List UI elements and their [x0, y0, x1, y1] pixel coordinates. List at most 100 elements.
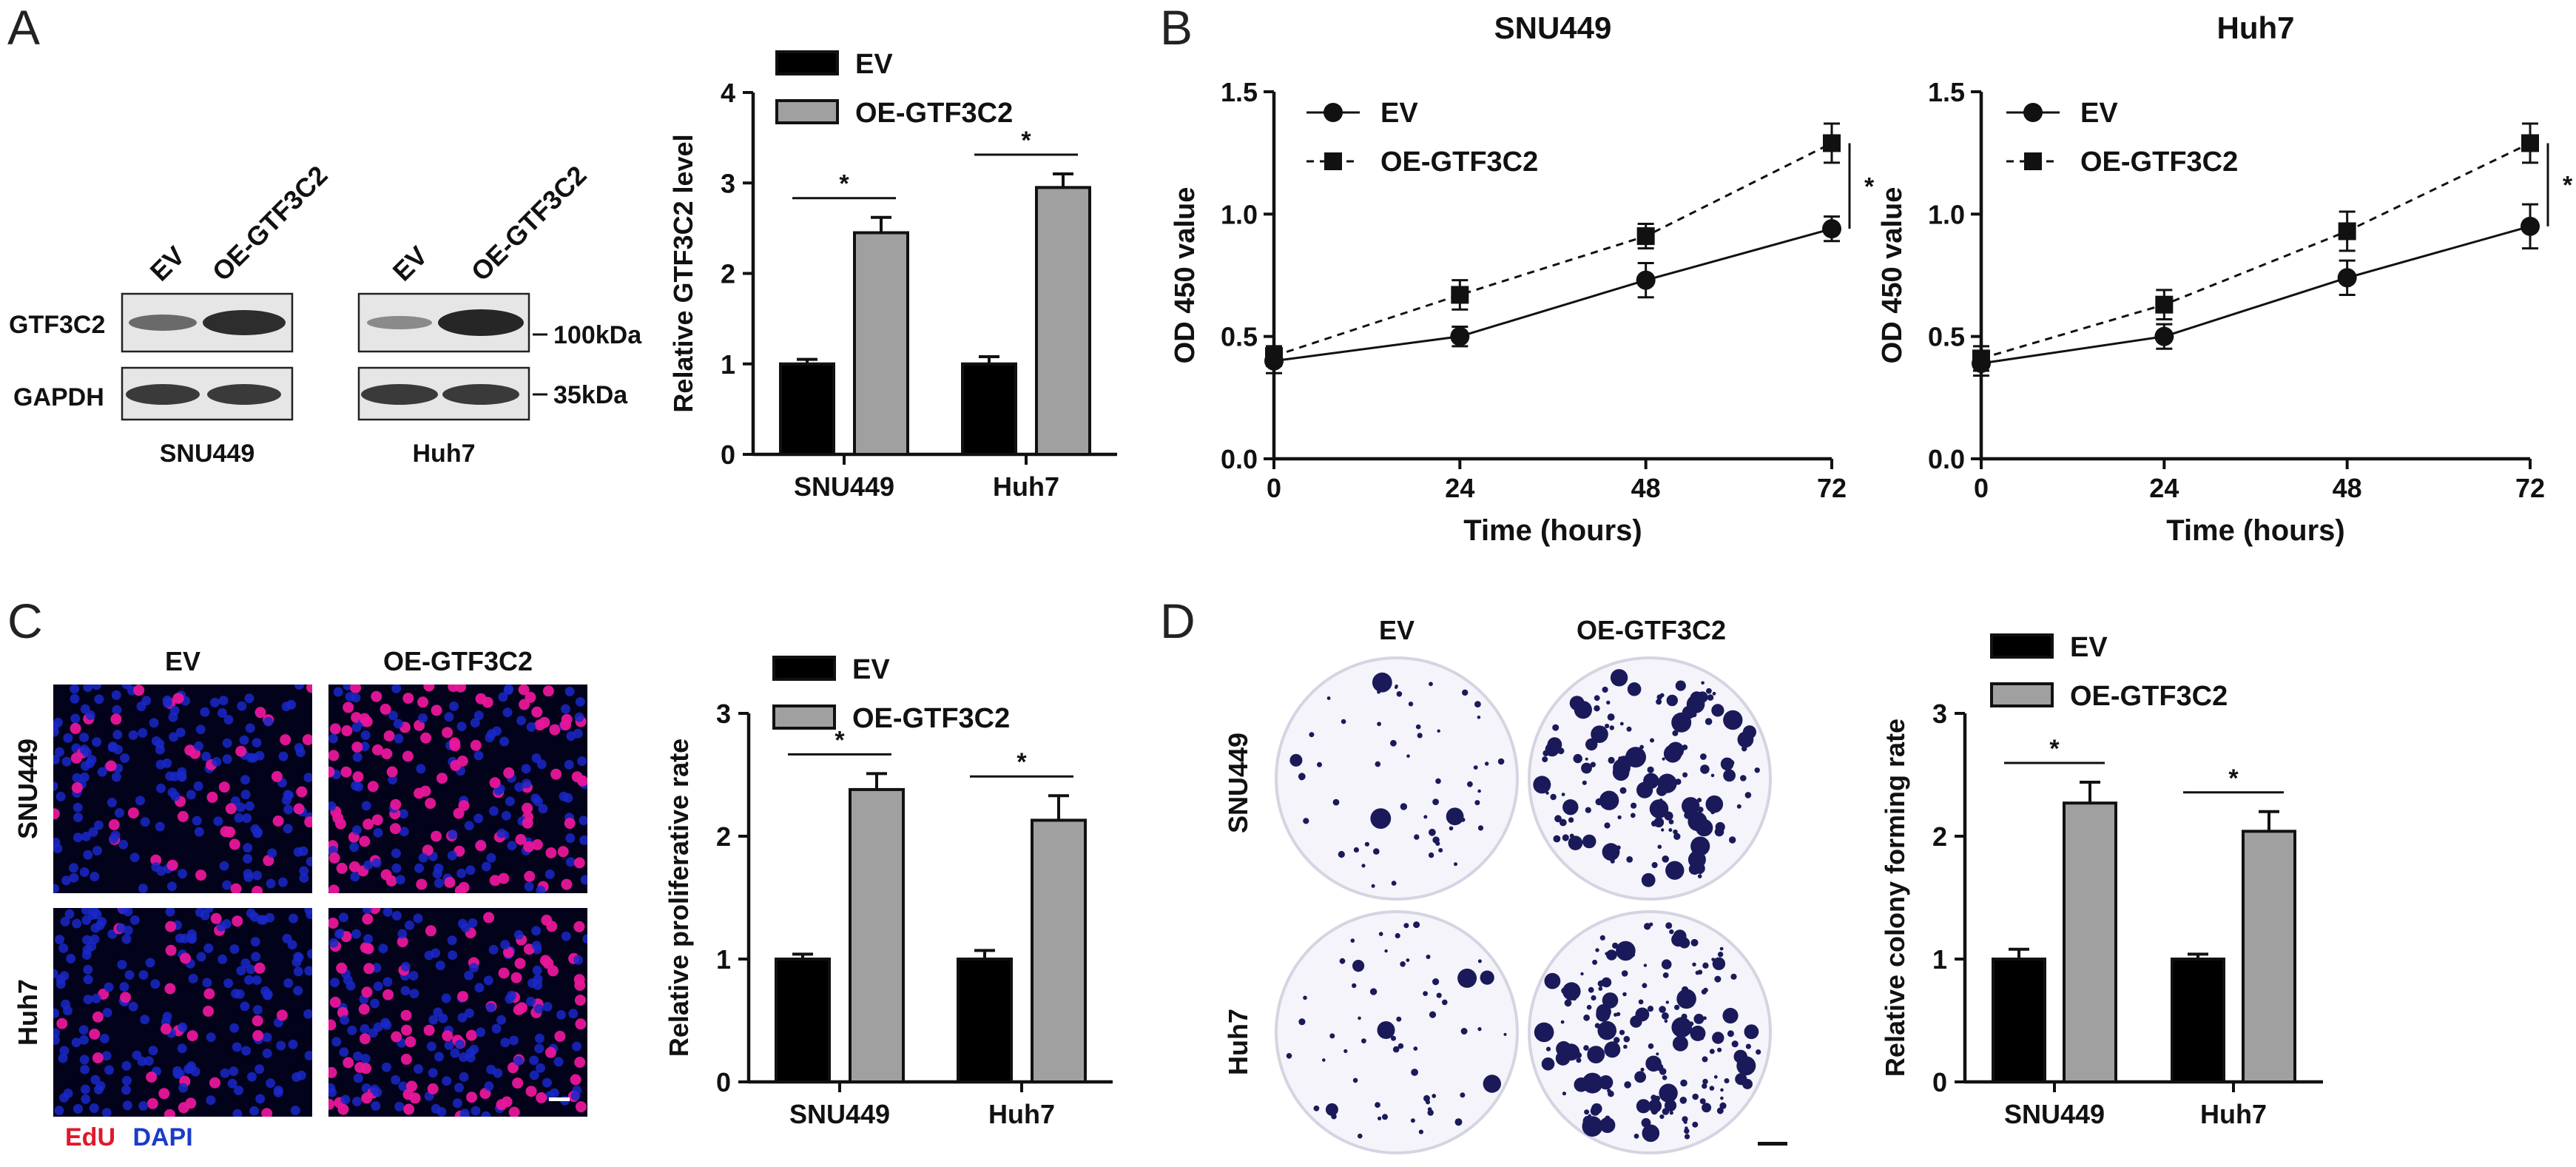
edu-positive-nucleus [328, 1019, 337, 1031]
dapi-nucleus [564, 687, 575, 696]
colony [1352, 1077, 1358, 1083]
edu-positive-nucleus [92, 1011, 104, 1023]
dapi-nucleus [72, 773, 82, 783]
colony [1503, 1032, 1507, 1036]
colony [1564, 999, 1572, 1007]
colony [1730, 973, 1737, 980]
dapi-nucleus [195, 724, 206, 735]
dapi-nucleus [193, 781, 203, 791]
edu-positive-nucleus [514, 958, 526, 969]
dapi-nucleus [252, 1005, 263, 1015]
colony [1733, 1049, 1747, 1064]
colony [1673, 833, 1681, 841]
dapi-nucleus [524, 881, 534, 892]
dapi-nucleus [104, 982, 114, 992]
dapi-nucleus [522, 778, 532, 789]
y-tick-label: 1.0 [1221, 199, 1258, 229]
x-tick-label: 48 [2333, 473, 2362, 503]
edu-positive-nucleus [575, 1018, 587, 1030]
edu-positive-nucleus [503, 767, 515, 778]
y-tick-label: 1 [1932, 944, 1947, 975]
dapi-nucleus [266, 1078, 276, 1089]
dapi-nucleus [493, 1068, 503, 1078]
colony [1403, 923, 1409, 929]
dapi-nucleus [489, 806, 499, 816]
dapi-nucleus [122, 1100, 132, 1111]
edu-positive-nucleus [570, 1074, 581, 1086]
dapi-nucleus [69, 863, 78, 873]
edu-positive-nucleus [203, 988, 215, 1000]
colony [1682, 772, 1688, 778]
dapi-nucleus [291, 957, 302, 967]
colony [1594, 705, 1600, 712]
edu-positive-nucleus [545, 847, 557, 858]
edu-positive-nucleus [539, 955, 551, 966]
dapi-nucleus [496, 1015, 507, 1025]
colony [1609, 725, 1614, 730]
colony [1617, 815, 1622, 820]
dapi-nucleus [90, 1074, 101, 1085]
colony [1562, 1092, 1566, 1096]
edu-positive-nucleus [550, 768, 562, 780]
dapi-nucleus [353, 781, 363, 792]
dapi-nucleus [206, 1032, 216, 1043]
edu-positive-nucleus [328, 884, 340, 893]
colony [1595, 948, 1599, 952]
dapi-nucleus [398, 1081, 408, 1092]
colony [1739, 733, 1743, 737]
colony [1569, 696, 1585, 711]
colony [1586, 1004, 1592, 1010]
dapi-nucleus [178, 1022, 188, 1032]
dapi-nucleus [441, 993, 451, 1003]
colony-plate [1528, 910, 1772, 1154]
dapi-nucleus [388, 710, 398, 721]
edu-positive-nucleus [510, 972, 522, 983]
legend-label: OE-GTF3C2 [2070, 681, 2228, 712]
colony [1699, 1098, 1706, 1105]
colony [1682, 744, 1688, 750]
dapi-nucleus [232, 1042, 242, 1052]
dapi-nucleus [428, 1068, 438, 1078]
colony [1614, 1012, 1618, 1017]
dapi-nucleus [232, 1109, 243, 1117]
colony [1392, 1046, 1400, 1053]
colony [1554, 815, 1562, 823]
colony [1427, 1109, 1434, 1116]
colony [1396, 1016, 1402, 1022]
x-tick-label: Huh7 [988, 1099, 1055, 1129]
significance-star: * [839, 170, 849, 198]
marker-100kda: 100kDa [553, 321, 642, 349]
dapi-nucleus [534, 1033, 544, 1043]
significance-star: * [1021, 127, 1031, 155]
dapi-nucleus [227, 1078, 237, 1089]
dapi-nucleus [371, 1101, 381, 1111]
dapi-nucleus [140, 817, 150, 827]
edu-positive-nucleus [518, 685, 530, 696]
dapi-nucleus [150, 979, 161, 989]
dapi-nucleus [138, 970, 149, 980]
dapi-nucleus [534, 1043, 544, 1054]
blot-lane-ev-2: EV [387, 241, 434, 287]
colony [1684, 1128, 1690, 1134]
colony [1664, 1019, 1668, 1023]
edu-positive-nucleus [206, 791, 218, 803]
dapi-nucleus [456, 722, 467, 732]
y-tick-label: 2 [721, 259, 735, 289]
colony [1350, 938, 1355, 943]
dapi-nucleus [373, 1022, 383, 1032]
dapi-nucleus [120, 753, 130, 763]
colony [1317, 761, 1322, 767]
colony-plates: EV OE-GTF3C2 SNU449 Huh7 [1223, 615, 1787, 1154]
data-point-ev [2154, 326, 2174, 346]
colony [1601, 977, 1612, 988]
colony [1668, 828, 1673, 833]
dapi-nucleus [155, 759, 166, 770]
colony [1395, 932, 1400, 939]
colony [1641, 872, 1656, 887]
colony [1624, 1081, 1631, 1089]
colony [1712, 957, 1726, 971]
colony [1339, 958, 1346, 964]
dapi-nucleus [223, 715, 234, 724]
dapi-nucleus [213, 816, 223, 827]
dapi-nucleus [496, 828, 507, 838]
